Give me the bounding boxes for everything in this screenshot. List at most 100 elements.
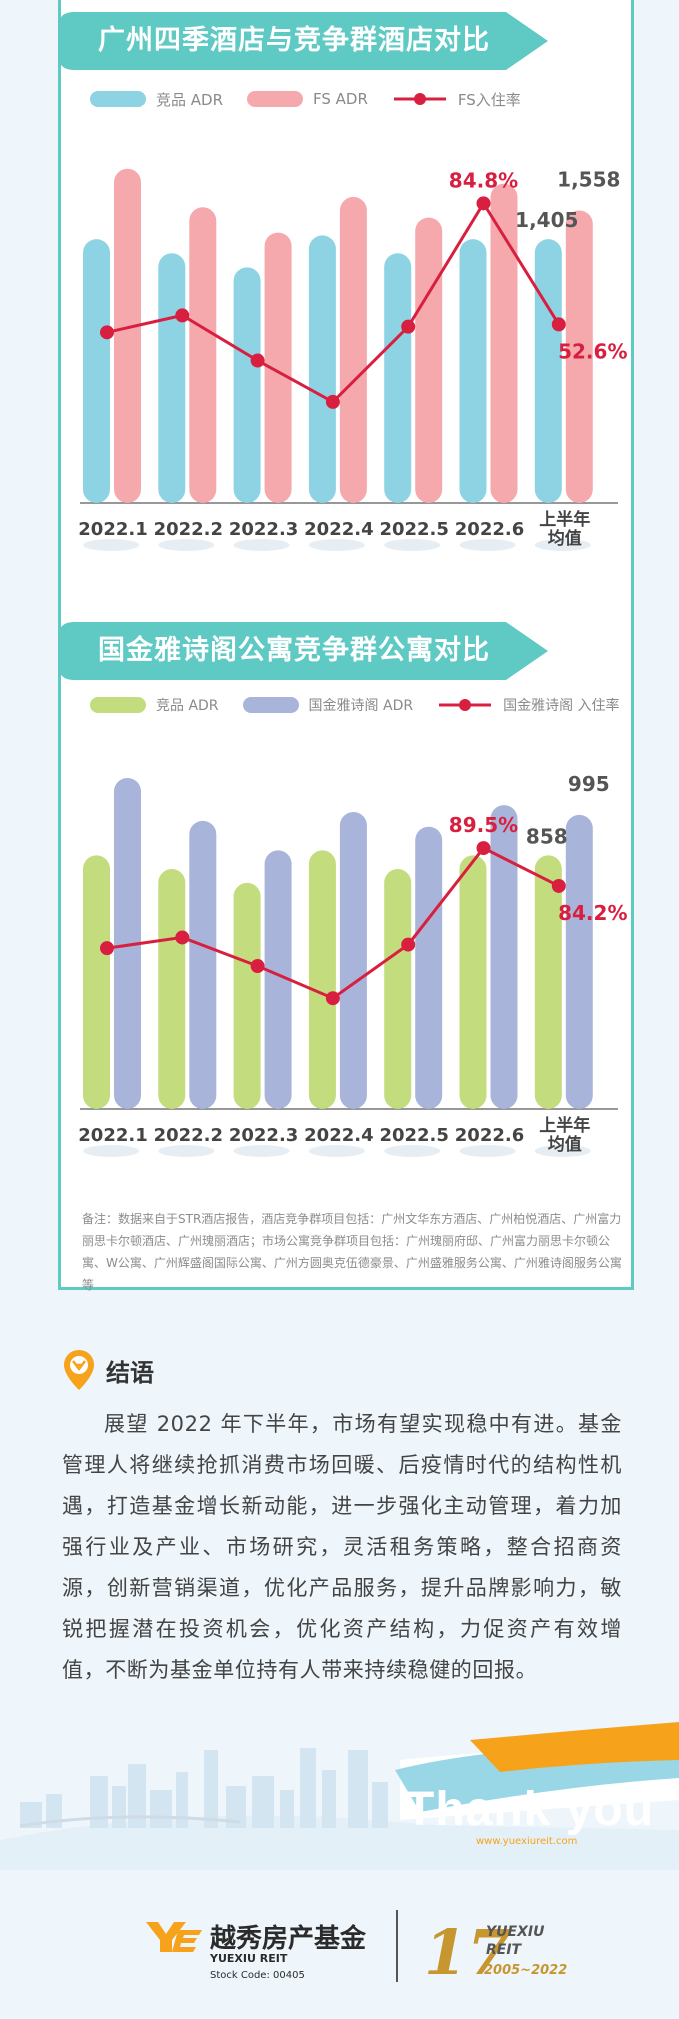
bar-own-adr [339,196,367,503]
logo-en-text: YUEXIU REIT [210,1952,288,1965]
chart1-title: 广州四季酒店与竞争群酒店对比 [98,25,490,56]
x-tick-label: 2022.2 [154,519,223,540]
x-tick-label: 上半年 [539,509,590,530]
bar-own-adr [264,850,292,1109]
legend-item: 国金雅诗阁 ADR [242,695,413,715]
x-tick-label: 2022.1 [78,1125,147,1146]
legend-item: FS ADR [247,90,368,108]
bar-own-adr [339,811,367,1109]
tick-shadow [384,539,441,551]
tick-shadow [83,1145,139,1157]
ye-logo-icon [146,1921,202,1952]
tick-shadow [158,539,215,551]
occupancy-point [100,325,114,340]
occupancy-point [250,959,265,974]
occupancy-point [551,317,566,332]
tick-shadow [308,1145,365,1157]
bar-own-adr [114,777,141,1109]
occupancy-point [551,878,566,893]
x-tick-label: 2022.4 [304,1125,373,1146]
data-label-comp-adr: 1,405 [515,208,578,232]
footer-divider [396,1910,398,1982]
x-tick-label: 上半年 [539,1115,590,1136]
data-label-own-adr: 995 [568,772,610,796]
bar-own-adr [490,805,518,1109]
bar-comp-adr [233,267,261,503]
x-tick-label: 2022.6 [455,1125,524,1146]
anniv-years: 2005~2022 [484,1963,567,1978]
occupancy-point [325,991,340,1006]
tick-shadow [459,1145,516,1157]
chart1-banner: 广州四季酒店与竞争群酒店对比 [58,12,548,70]
data-label-comp-adr: 858 [526,824,568,848]
chart1-legend: 竞品 ADR FS ADR FS入住率 [90,87,545,111]
bar-comp-adr [83,239,110,503]
tick-shadow [83,539,139,551]
legend-item: 竞品 ADR [90,89,223,110]
conclusion-body: 展望 2022 年下半年，市场有望实现稳中有进。基金管理人将继续抢抓消费市场回暖… [62,1412,622,1682]
thank-you-text: Thank you [405,1783,655,1836]
occupancy-point [175,308,190,323]
bar-comp-adr [83,855,110,1109]
bar-comp-adr [233,882,261,1109]
bar-own-adr [189,820,217,1109]
tick-shadow [534,539,591,551]
x-tick-label: 2022.5 [379,519,448,540]
tick-shadow [459,539,516,551]
tick-shadow [233,539,290,551]
occupancy-point [401,319,416,334]
occupancy-point [175,930,190,945]
anniversary-logo: 17 YUEXIU REIT 2005~2022 [424,1916,567,1989]
x-tick-label: 2022.6 [455,519,524,540]
data-label-occ-peak: 89.5% [449,813,518,837]
bar-comp-adr [158,253,186,503]
occupancy-point [325,394,340,409]
conclusion-header: 结语 [62,1348,154,1392]
x-tick-label: 均值 [548,1134,582,1155]
bar-own-adr [264,232,292,503]
bar-comp-adr [384,868,412,1109]
chart2-legend: 竞品 ADR 国金雅诗阁 ADR 国金雅诗阁 入住率 [90,693,644,717]
occupancy-point [100,941,114,956]
chart2-title: 国金雅诗阁公寓竞争群公寓对比 [98,635,490,666]
tick-shadow [308,539,365,551]
data-label-occ-avg: 84.2% [558,901,627,925]
legend-item: 竞品 ADR [90,695,219,715]
bar-comp-adr [459,239,487,503]
legend-item: FS入住率 [392,89,521,110]
legend-item: 国金雅诗阁 入住率 [437,695,620,715]
bar-own-adr [415,217,443,504]
anniv-number: 17 [424,1916,510,1989]
bar-comp-adr [158,868,186,1109]
logo-cn-text: 越秀房产基金 [210,1924,367,1954]
occupancy-point [250,353,265,368]
bar-own-adr [565,210,593,503]
tick-shadow [158,1145,215,1157]
conclusion-title: 结语 [106,1358,154,1387]
bar-own-adr [189,207,217,503]
data-label-occ-avg: 52.6% [558,339,627,363]
x-tick-label: 均值 [548,528,582,549]
chart2-banner: 国金雅诗阁公寓竞争群公寓对比 [58,622,548,680]
tick-shadow [384,1145,441,1157]
x-tick-label: 2022.2 [154,1125,223,1146]
x-tick-label: 2022.3 [229,1125,298,1146]
bar-comp-adr [534,239,562,503]
city-skyline-illustration [0,1722,679,1870]
website-url[interactable]: www.yuexiureit.com [476,1836,578,1847]
occupancy-point [476,841,491,856]
bar-comp-adr [459,855,487,1109]
bar-comp-adr [308,850,336,1109]
x-tick-label: 2022.5 [379,1125,448,1146]
x-tick-label: 2022.4 [304,519,373,540]
footnote: 备注：数据来自于STR酒店报告，酒店竞争群项目包括：广州文华东方酒店、广州柏悦酒… [82,1212,622,1292]
bar-own-adr [565,814,593,1109]
bar-own-adr [490,183,518,503]
bar-comp-adr [534,855,562,1109]
chart1: 2022.1 2022.2 2022.3 2022.4 2022.5 2022.6 上半年均… [58,125,634,585]
occupancy-point [476,196,491,211]
anniv-en1: YUEXIU [486,1924,545,1940]
x-tick-label: 2022.1 [78,519,147,540]
tick-shadow [534,1145,591,1157]
anniv-en2: REIT [486,1942,523,1958]
